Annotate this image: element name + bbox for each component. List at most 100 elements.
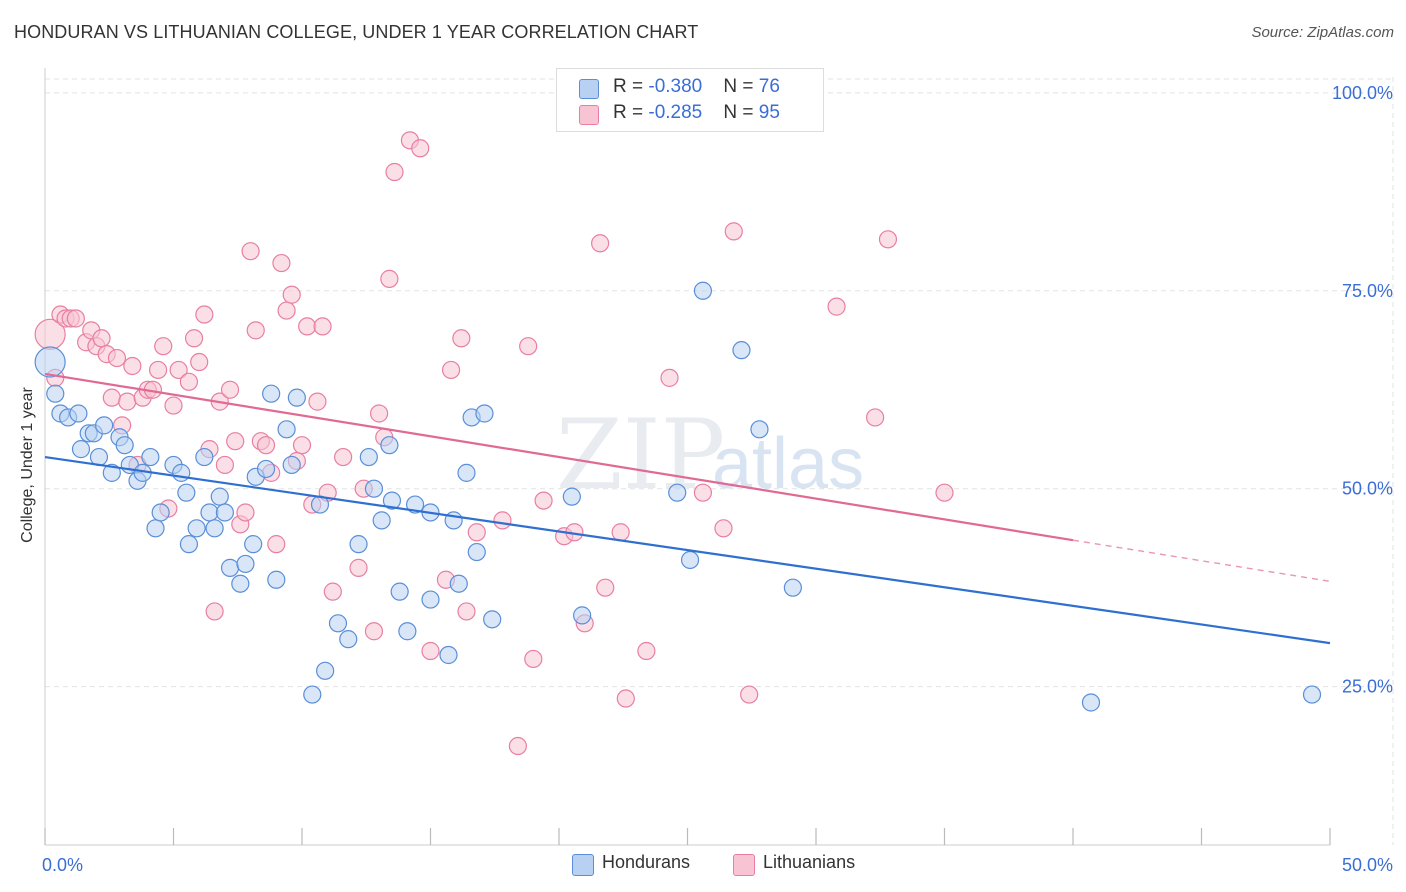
lithuanians-point [282, 285, 301, 304]
hondurans-point [277, 420, 296, 439]
legend-n-label: N = [723, 76, 759, 97]
lithuanians-point [184, 329, 204, 348]
lithuanians-point [591, 234, 610, 253]
lithuanians-point [452, 329, 471, 348]
series-label-hondurans: Hondurans [602, 852, 691, 872]
hondurans-trend-line [44, 455, 1331, 645]
lithuanians-point [878, 230, 898, 249]
hondurans-point [46, 384, 65, 403]
hondurans-point [262, 384, 281, 403]
hondurans-point [562, 487, 581, 506]
hondurans-point [231, 574, 250, 593]
legend-r-label: R = [613, 102, 649, 123]
lithuanians-point [205, 602, 224, 621]
hondurans-point [102, 463, 121, 482]
hondurans-point [200, 503, 219, 522]
hondurans-point [382, 491, 402, 510]
hondurans-point [573, 606, 592, 625]
hondurans-point [172, 463, 191, 482]
hondurans-point [236, 554, 255, 574]
hondurans-point [151, 503, 170, 522]
lithuanians-point [714, 519, 733, 538]
lithuanians-point [693, 483, 713, 502]
hondurans-point [475, 404, 494, 423]
hondurans-point [380, 436, 399, 455]
hondurans-point [1081, 693, 1101, 712]
hondurans-point [1302, 685, 1322, 704]
trend-lines [44, 372, 1331, 645]
hondurans-point [141, 447, 160, 467]
lithuanians-point [154, 337, 173, 356]
lithuanians-point [292, 436, 312, 455]
hondurans-point [364, 479, 384, 498]
hondurans-point [215, 503, 234, 522]
lithuanians-point [385, 162, 404, 182]
lithuanians-point [616, 689, 635, 708]
y-tick-label-100: 100.0% [1332, 83, 1393, 103]
lithuanians-point [524, 649, 543, 669]
lithuanians-point [935, 483, 954, 502]
hondurans-point [457, 463, 476, 482]
legend-r-label: R = [613, 76, 649, 97]
lithuanians-point [611, 523, 630, 542]
y-tick-labels: 25.0% 50.0% 75.0% 100.0% [1332, 83, 1393, 697]
lithuanians-point [256, 436, 276, 455]
lithuanians-point [241, 242, 260, 261]
lithuanians-point [866, 408, 885, 427]
hondurans-point [256, 459, 276, 479]
hondurans-point [405, 495, 425, 514]
hondurans-point [483, 610, 502, 629]
lithuanians-point [467, 523, 486, 542]
watermark: ZIP atlas [556, 399, 864, 511]
y-tick-label-75: 75.0% [1342, 281, 1393, 301]
legend-r-value-lithuanians: -0.285 [648, 102, 703, 123]
hondurans-point [732, 341, 751, 360]
lithuanians-point [277, 301, 296, 320]
lithuanians-point [534, 491, 553, 510]
hondurans-point [69, 404, 88, 423]
y-tick-label-50: 50.0% [1342, 479, 1393, 499]
lithuanians-point [220, 380, 240, 399]
lithuanians-point [827, 297, 846, 316]
x-tick-label-start: 0.0% [42, 855, 83, 875]
hondurans-point [244, 535, 263, 554]
legend-n-value-hondurans: 76 [758, 76, 780, 97]
hondurans-point [421, 590, 440, 609]
hondurans-point [359, 447, 378, 467]
lithuanians-point [123, 356, 142, 376]
lithuanians-point [272, 253, 291, 273]
lithuanians-point [236, 503, 255, 522]
lithuanians-point [148, 360, 168, 380]
hondurans-point [316, 661, 335, 680]
lithuanians-point [179, 372, 199, 391]
lithuanians-point [364, 622, 384, 641]
watermark-atlas: atlas [712, 424, 864, 504]
lithuanians-point [118, 392, 137, 411]
hondurans-point [439, 645, 458, 665]
hondurans-point [390, 582, 409, 601]
correlation-legend: R = -0.380 N = 76 R = -0.285 N = 95 [556, 68, 824, 132]
chart-title: HONDURAN VS LITHUANIAN COLLEGE, UNDER 1 … [14, 22, 699, 42]
legend-n-value-lithuanians: 95 [758, 102, 780, 123]
hondurans-point [71, 440, 91, 459]
hondurans-point [449, 574, 468, 593]
lithuanians-point [246, 321, 265, 340]
lithuanians-point [380, 269, 399, 288]
lithuanians-point [370, 404, 389, 423]
legend-swatch-hondurans [579, 79, 599, 99]
lithuanians-point [441, 360, 461, 380]
hondurans-point [267, 570, 286, 589]
lithuanians-point [493, 511, 512, 530]
legend-n-label: N = [723, 102, 759, 123]
hondurans-point [95, 416, 114, 435]
lithuanians-point [740, 685, 759, 704]
axis-ticks [44, 828, 1331, 845]
lithuanians-point [66, 309, 85, 328]
source-credit: Source: ZipAtlas.com [1251, 24, 1394, 41]
lithuanians-point [323, 582, 342, 601]
lithuanians-point [637, 641, 656, 661]
hondurans-point [693, 281, 713, 300]
hondurans-point [303, 685, 322, 704]
lithuanians-point [349, 558, 368, 577]
lithuanians-point [92, 329, 111, 348]
